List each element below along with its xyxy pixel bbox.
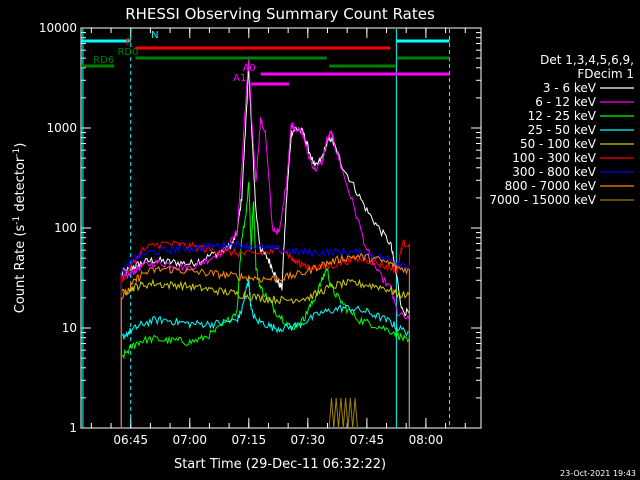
- legend-label: 300 - 800 keV: [512, 165, 596, 179]
- flag-label-rd0: RD0: [117, 47, 138, 58]
- y-tick-label: 10000: [39, 21, 77, 35]
- x-tick-label: 06:45: [113, 433, 148, 447]
- flag-label-rd6: RD6: [93, 55, 114, 66]
- series-line: [328, 397, 358, 429]
- y-axis-label: Count Rate (s-1 detector-1): [12, 143, 28, 314]
- legend-label: 800 - 7000 keV: [505, 179, 597, 193]
- legend-label: 50 - 100 keV: [520, 137, 597, 151]
- y-tick-label: 100: [54, 221, 77, 235]
- chart-title: RHESSI Observing Summary Count Rates: [125, 5, 435, 23]
- legend-label: 7000 - 15000 keV: [489, 193, 596, 207]
- series-line: [120, 277, 410, 428]
- legend-label: 6 - 12 keV: [535, 95, 597, 109]
- flag-label-a1: A1: [233, 73, 246, 84]
- legend-label: 3 - 6 keV: [543, 81, 597, 95]
- legend-label: 100 - 300 keV: [512, 151, 596, 165]
- series-line: [120, 239, 410, 428]
- x-tick-label: 07:15: [232, 433, 267, 447]
- series-line: [120, 181, 410, 428]
- flag-label-f: F: [125, 37, 131, 48]
- y-axis-label-mid: detector: [13, 156, 28, 216]
- x-tick-label: 08:00: [409, 433, 444, 447]
- legend-header-1: Det 1,3,4,5,6,9,: [540, 53, 634, 67]
- y-axis-label-end: ): [13, 143, 28, 148]
- legend-label: 25 - 50 keV: [528, 123, 597, 137]
- x-axis-label: Start Time (29-Dec-11 06:32:22): [174, 457, 386, 472]
- axis-ticks: 1 10 100 1000 10000 06:45 07:00 07:15 07:30 07:45…: [39, 21, 481, 447]
- x-tick-label: 07:45: [350, 433, 385, 447]
- x-tick-label: 07:00: [172, 433, 207, 447]
- footer-date: 23-Oct-2021 19:43: [560, 469, 636, 478]
- series-line: [120, 278, 410, 428]
- legend-label: 12 - 25 keV: [528, 109, 597, 123]
- series-line: [120, 252, 410, 428]
- legend-header-2: FDecim 1: [577, 67, 634, 81]
- y-tick-label: 10: [62, 321, 77, 335]
- flag-label-a0: A0: [243, 63, 256, 74]
- x-tick-label: 07:30: [291, 433, 326, 447]
- y-axis-label-sup2: -1: [12, 148, 22, 157]
- series-line: [120, 239, 410, 428]
- night-boundaries: [82, 29, 451, 428]
- y-tick-label: 1000: [46, 121, 77, 135]
- series-line: [120, 56, 410, 428]
- y-axis-label-main: Count Rate (s: [13, 225, 28, 314]
- series-lines: [120, 56, 410, 429]
- svg-text:Count Rate (s-1 detector-1): Count Rate (s-1 detector-1): [12, 143, 28, 314]
- flag-label-n: N: [151, 30, 158, 41]
- y-tick-label: 1: [69, 421, 77, 435]
- y-axis-label-sup1: -1: [12, 216, 22, 225]
